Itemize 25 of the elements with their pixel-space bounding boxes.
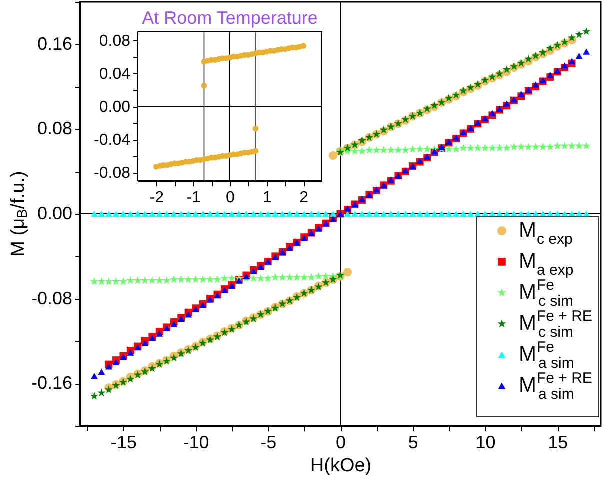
x-tick-label: -10 <box>183 432 210 452</box>
x-tick-label: -15 <box>110 432 137 452</box>
x-tick-label: 0 <box>226 190 236 206</box>
x-tick-label: -2 <box>150 190 164 206</box>
y-tick-label: 0.08 <box>99 32 131 50</box>
x-tick-label: 2 <box>300 190 309 206</box>
x-tick-label: 5 <box>408 432 418 452</box>
y-tick-label: 0.00 <box>37 204 72 224</box>
y-tick-label: 0.04 <box>99 66 131 83</box>
x-tick-label: 10 <box>476 432 496 452</box>
x-tick-label: -5 <box>260 432 277 452</box>
y-tick-label: -0.08 <box>31 288 72 308</box>
x-axis-title: H(kOe) <box>310 456 372 476</box>
x-tick-label: 1 <box>262 190 272 206</box>
y-tick-label: 0.16 <box>37 34 72 54</box>
chart-title: At Room Temperature <box>142 8 318 28</box>
y-tick-label: 0.08 <box>37 118 72 139</box>
x-tick-label: 0 <box>336 432 346 452</box>
x-tick-label: 15 <box>548 432 568 452</box>
y-axis-title: M (μB/f.u.) <box>8 171 30 257</box>
y-tick-label: -0.16 <box>31 373 72 394</box>
x-tick-label: -1 <box>186 190 201 206</box>
y-tick-label: -0.08 <box>94 165 131 182</box>
y-tick-label: 0.00 <box>99 99 131 116</box>
y-tick-label: -0.04 <box>94 132 131 150</box>
